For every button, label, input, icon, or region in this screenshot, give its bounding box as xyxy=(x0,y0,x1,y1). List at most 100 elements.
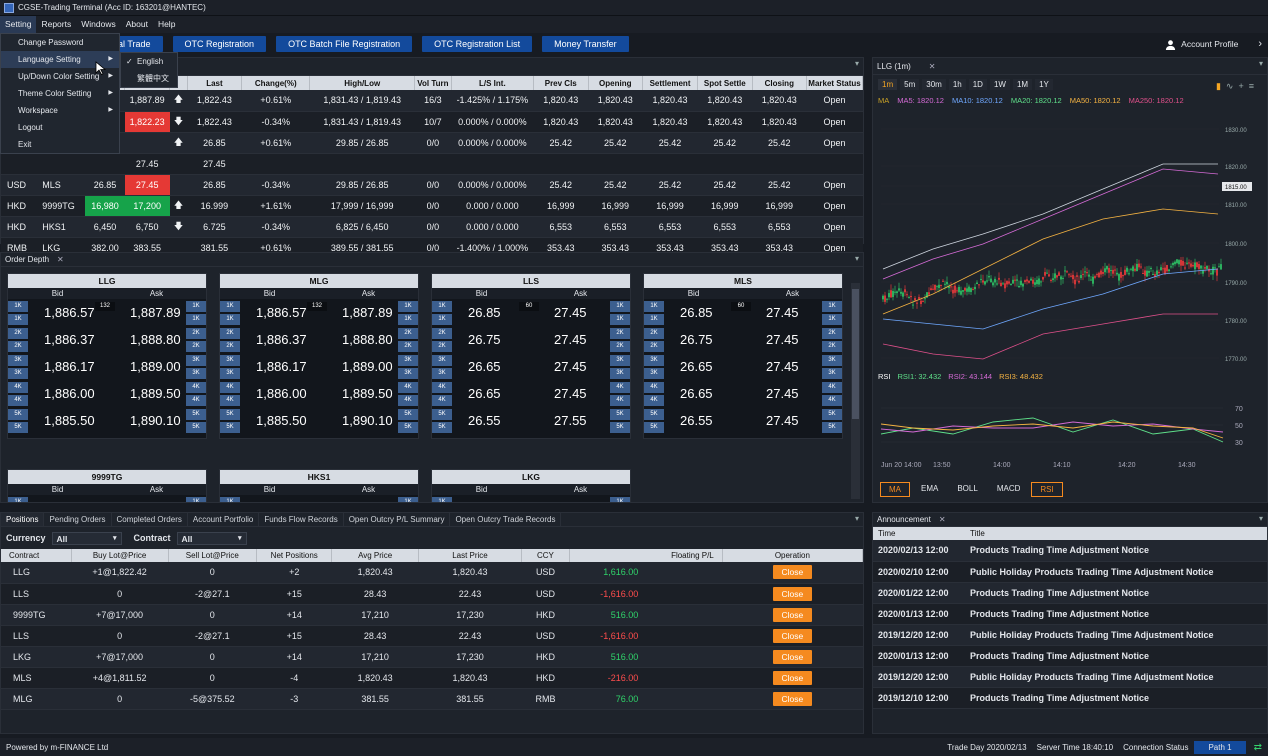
bid-price[interactable]: 26.65 xyxy=(680,359,713,374)
chevron-right-icon[interactable]: › xyxy=(1258,38,1262,50)
period-1h[interactable]: 1h xyxy=(948,78,966,90)
period-1M[interactable]: 1M xyxy=(1012,78,1033,90)
tab-positions[interactable]: Positions xyxy=(1,513,45,526)
depth-level-row[interactable]: 5K 5K 5K 5K 1,885.50 1,890.10 xyxy=(8,407,206,434)
bid-price[interactable]: 26.65 xyxy=(468,386,501,401)
tab-completed-orders[interactable]: Completed Orders xyxy=(112,513,188,526)
period-1m[interactable]: 1m xyxy=(878,78,898,90)
quote-ask[interactable]: 1,887.89 xyxy=(124,90,170,112)
indicator-macd[interactable]: MACD xyxy=(996,484,1021,493)
ask-price[interactable]: 1,889.00 xyxy=(342,359,393,374)
language-english[interactable]: ✓ English xyxy=(121,53,177,70)
tab-open-outcry-p-l-summary[interactable]: Open Outcry P/L Summary xyxy=(344,513,451,526)
bid-price[interactable]: 1,886.17 xyxy=(44,359,95,374)
announcement-row[interactable]: 2020/01/13 12:00 Products Trading Time Ad… xyxy=(873,603,1267,625)
depth-level-row[interactable]: 4K 4K 4K 4K 1,886.00 1,889.50 xyxy=(8,380,206,407)
ask-price[interactable]: 27.55 xyxy=(554,413,587,428)
menu-item-change-password[interactable]: Change Password xyxy=(18,38,84,47)
bid-price[interactable]: 1,885.50 xyxy=(256,413,307,428)
bid-price[interactable]: 1,885.50 xyxy=(44,413,95,428)
candlestick-icon[interactable]: ▮ xyxy=(1215,81,1226,91)
menu-about[interactable]: About xyxy=(125,19,148,29)
announcement-text[interactable]: Public Holiday Products Trading Time Adj… xyxy=(965,624,1267,646)
period-1D[interactable]: 1D xyxy=(968,78,987,90)
ask-price[interactable]: 27.45 xyxy=(554,386,587,401)
close-position-button[interactable]: Close xyxy=(772,691,813,706)
ask-price[interactable]: 1,889.50 xyxy=(342,386,393,401)
announcement-text[interactable]: Products Trading Time Adjustment Notice xyxy=(965,645,1267,667)
ask-price[interactable]: 27.45 xyxy=(766,332,799,347)
rsi-chart[interactable]: 70 50 30 xyxy=(873,384,1267,464)
close-position-button[interactable]: Close xyxy=(772,607,813,622)
quote-row[interactable]: 27.45 27.45 xyxy=(1,153,863,175)
tab-pending-orders[interactable]: Pending Orders xyxy=(44,513,112,526)
quote-row[interactable]: USD MLS 26.85 27.45 26.85 -0.34% 29.85 / 26.85… xyxy=(1,174,863,196)
announcement-text[interactable]: Products Trading Time Adjustment Notice xyxy=(965,603,1267,625)
quote-row[interactable]: 🡅 26.85 +0.61% 29.85 / 26.85 0/0 0.000% / 0.0… xyxy=(1,132,863,154)
bid-price[interactable]: 26.55 xyxy=(468,413,501,428)
depth-level-row[interactable]: 1K 1K 1K 1K 1,886.57 1,887.89 132 xyxy=(8,299,206,326)
ask-price[interactable]: 27.45 xyxy=(766,386,799,401)
period-30m[interactable]: 30m xyxy=(922,78,946,90)
tab-open-outcry-trade-records[interactable]: Open Outcry Trade Records xyxy=(450,513,562,526)
quote-ask[interactable]: 27.45 xyxy=(124,153,170,175)
position-row[interactable]: MLG 0 -5@375.52 -3 381.55 381.55 RMB 76.00 Close xyxy=(1,688,863,710)
quote-row[interactable]: HKD 9999TG 16,980 17,200 🡅 16.999 +1.61% 17,999… xyxy=(1,195,863,217)
ask-price[interactable]: 27.45 xyxy=(766,359,799,374)
quote-ask[interactable]: 1,822.23 xyxy=(124,111,170,133)
bid-price[interactable]: 1,886.17 xyxy=(256,359,307,374)
quote-bid[interactable]: 6,450 xyxy=(85,216,125,238)
announcement-text[interactable]: Products Trading Time Adjustment Notice xyxy=(965,540,1267,562)
announcement-text[interactable]: Public Holiday Products Trading Time Adj… xyxy=(965,561,1267,583)
ask-price[interactable]: 27.45 xyxy=(766,413,799,428)
quote-ask[interactable]: 6,750 xyxy=(124,216,170,238)
bid-price[interactable]: 26.85 xyxy=(468,305,501,320)
menu-item-logout[interactable]: Logout xyxy=(18,123,43,132)
bid-price[interactable]: 26.55 xyxy=(680,413,713,428)
depth-level-row[interactable]: 4K 4K 4K 4K 26.65 27.45 xyxy=(644,380,842,407)
announcement-row[interactable]: 2020/01/22 12:00 Products Trading Time Ad… xyxy=(873,582,1267,604)
announcement-row[interactable]: 2020/02/10 12:00 Public Holiday Products … xyxy=(873,561,1267,583)
close-position-button[interactable]: Close xyxy=(772,628,813,643)
price-chart[interactable]: 1830.00 1820.00 1815.00 1810.00 1800.00 1790.… xyxy=(873,109,1267,409)
currency-select[interactable]: All xyxy=(51,531,122,545)
close-position-button[interactable]: Close xyxy=(772,565,813,580)
announcement-row[interactable]: 2019/12/20 12:00 Public Holiday Products … xyxy=(873,666,1267,688)
depth-level-row[interactable]: 5K 5K 5K 5K 26.55 27.45 xyxy=(644,407,842,434)
depth-level-row[interactable]: 4K 4K 4K 4K 26.65 27.45 xyxy=(432,380,630,407)
tab-funds-flow-records[interactable]: Funds Flow Records xyxy=(259,513,344,526)
position-row[interactable]: LKG +7@17,000 0 +14 17,210 17,230 HKD 516.00 Clo… xyxy=(1,646,863,668)
depth-level-row[interactable]: 3K 3K 3K 3K 26.65 27.45 xyxy=(644,353,842,380)
announcement-row[interactable]: 2019/12/20 12:00 Public Holiday Products … xyxy=(873,624,1267,646)
period-1W[interactable]: 1W xyxy=(989,78,1010,90)
depth-level-row[interactable]: 5K 5K 5K 5K 1,885.50 1,890.10 xyxy=(220,407,418,434)
bid-price[interactable]: 26.65 xyxy=(680,386,713,401)
ask-price[interactable]: 27.45 xyxy=(766,305,799,320)
bid-price[interactable]: 1,886.37 xyxy=(44,332,95,347)
ask-price[interactable]: 27.45 xyxy=(554,332,587,347)
depth-level-row[interactable]: 2K 2K 2K 2K 26.75 27.45 xyxy=(644,326,842,353)
menu-windows[interactable]: Windows xyxy=(81,19,116,29)
quote-bid[interactable]: 26.85 xyxy=(85,174,125,196)
close-icon[interactable]: ✕ xyxy=(57,255,64,264)
panel-menu-icon[interactable]: ▾ xyxy=(854,59,859,68)
indicator-ma[interactable]: MA xyxy=(880,482,910,497)
manual-trade-button[interactable]: al Trade xyxy=(106,36,163,52)
close-position-button[interactable]: Close xyxy=(772,670,813,685)
quote-row[interactable]: HKD HKS1 6,450 6,750 🡇 6.725 -0.34% 6,825 / 6,4… xyxy=(1,216,863,238)
menu-item-workspace[interactable]: Workspace ▶ xyxy=(1,102,119,119)
tab-account-portfolio[interactable]: Account Portfolio xyxy=(188,513,260,526)
path-badge[interactable]: Path 1 xyxy=(1194,740,1246,754)
chart-tab[interactable]: LLG (1m) xyxy=(877,61,911,71)
depth-level-row[interactable]: 1K 1K 1K 1K 1,886.57 1,887.89 132 xyxy=(220,299,418,326)
menu-setting[interactable]: Setting xyxy=(0,16,37,33)
position-row[interactable]: LLS 0 -2@27.1 +15 28.43 22.43 USD -1,616.00 Clos… xyxy=(1,625,863,647)
panel-menu-icon[interactable]: ▾ xyxy=(1258,514,1263,523)
menu-item-theme-color[interactable]: Theme Color Setting ▶ xyxy=(1,85,119,102)
depth-level-row[interactable]: 1K 1K 1K 1K 26.85 27.45 60 xyxy=(432,299,630,326)
quote-ask[interactable]: 17,200 xyxy=(124,195,170,217)
ask-price[interactable]: 1,887.89 xyxy=(342,305,393,320)
announcement-text[interactable]: Public Holiday Products Trading Time Adj… xyxy=(965,666,1267,688)
bid-price[interactable]: 26.85 xyxy=(680,305,713,320)
language-traditional-chinese[interactable]: 繁體中文 xyxy=(121,70,177,87)
